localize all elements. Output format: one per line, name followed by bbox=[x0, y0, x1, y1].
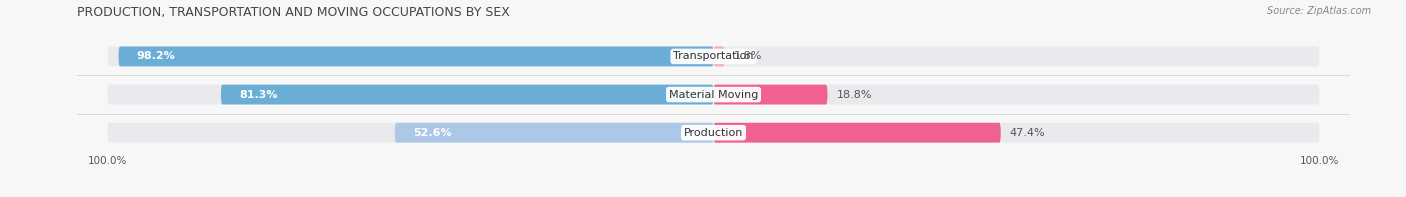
FancyBboxPatch shape bbox=[108, 46, 1319, 66]
Text: PRODUCTION, TRANSPORTATION AND MOVING OCCUPATIONS BY SEX: PRODUCTION, TRANSPORTATION AND MOVING OC… bbox=[77, 6, 510, 19]
Text: 98.2%: 98.2% bbox=[136, 51, 176, 61]
Text: 52.6%: 52.6% bbox=[413, 128, 451, 138]
FancyBboxPatch shape bbox=[108, 85, 1319, 104]
Text: Transportation: Transportation bbox=[673, 51, 754, 61]
FancyBboxPatch shape bbox=[395, 123, 714, 143]
Text: 47.4%: 47.4% bbox=[1010, 128, 1046, 138]
Text: 1.8%: 1.8% bbox=[734, 51, 762, 61]
Text: Material Moving: Material Moving bbox=[669, 90, 758, 99]
Text: 18.8%: 18.8% bbox=[837, 90, 872, 99]
Text: 81.3%: 81.3% bbox=[239, 90, 277, 99]
FancyBboxPatch shape bbox=[714, 46, 724, 66]
FancyBboxPatch shape bbox=[108, 123, 1319, 143]
FancyBboxPatch shape bbox=[221, 85, 714, 104]
FancyBboxPatch shape bbox=[118, 46, 714, 66]
FancyBboxPatch shape bbox=[714, 123, 1001, 143]
FancyBboxPatch shape bbox=[714, 85, 828, 104]
Text: Production: Production bbox=[683, 128, 744, 138]
Text: Source: ZipAtlas.com: Source: ZipAtlas.com bbox=[1267, 6, 1371, 16]
